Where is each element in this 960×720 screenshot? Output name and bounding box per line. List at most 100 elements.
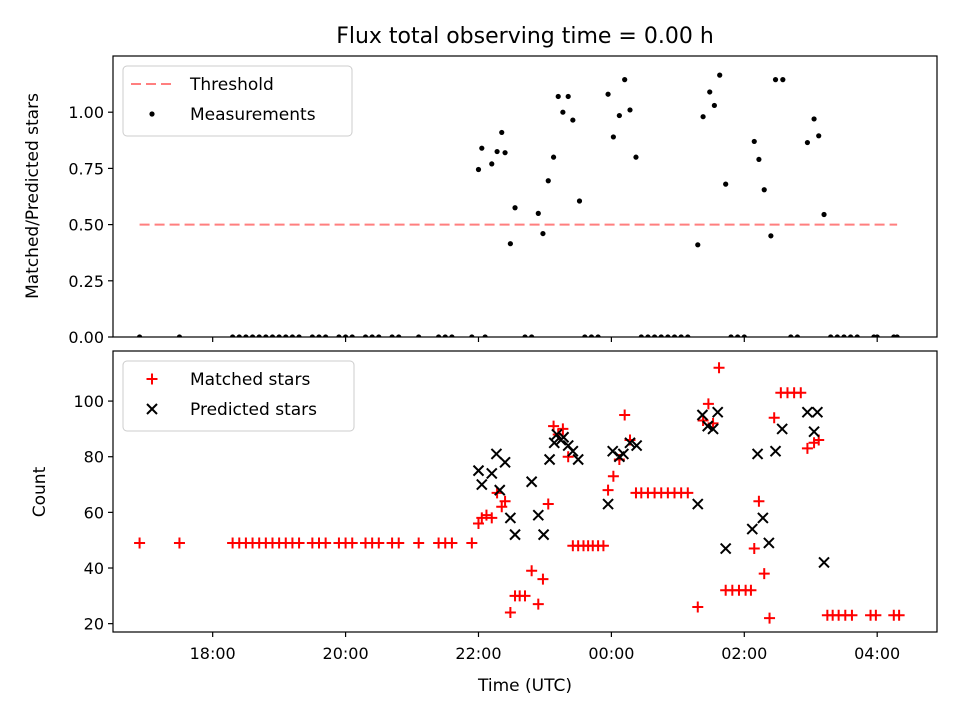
matched-star-point <box>293 537 305 549</box>
measurement-point <box>249 334 256 337</box>
predicted-star-point <box>567 445 579 457</box>
predicted-star-point <box>808 425 820 438</box>
measurement-point <box>436 334 442 337</box>
measurement-point <box>316 334 322 337</box>
x-tick-label: 20:00 <box>323 644 369 663</box>
measurement-point <box>540 230 546 237</box>
measurement-point <box>828 334 834 337</box>
legend-measurement-swatch <box>149 111 155 117</box>
measurement-point <box>756 156 762 163</box>
predicted-star-point <box>551 428 563 441</box>
measurement-point <box>894 334 900 337</box>
matched-star-point <box>692 601 704 613</box>
top-axes-frame <box>112 55 938 338</box>
measurement-point <box>376 334 382 337</box>
measurement-point <box>651 334 658 337</box>
legend-predicted-swatch <box>146 403 158 415</box>
measurement-point <box>449 334 455 337</box>
measurement-point <box>362 334 369 337</box>
matched-star-point <box>557 423 569 435</box>
matched-star-point <box>801 442 813 454</box>
bottom-series-0 <box>134 362 905 624</box>
measurement-point <box>841 334 847 337</box>
measurement-point <box>622 77 628 83</box>
predicted-star-point <box>548 437 560 449</box>
measurement-point <box>780 77 786 83</box>
predicted-star-point <box>525 476 538 488</box>
matched-star-point <box>504 607 516 619</box>
measurement-point <box>874 334 880 337</box>
top-y-tick-label: 0.75 <box>68 159 104 178</box>
top-chart-title: Flux total observing time = 0.00 h <box>336 24 714 49</box>
predicted-star-point <box>818 556 830 569</box>
predicted-star-point <box>624 437 636 449</box>
measurement-point <box>665 334 671 337</box>
measurement-point <box>469 334 475 337</box>
predicted-star-point <box>763 537 775 549</box>
measurement-point <box>136 334 143 337</box>
matched-star-point <box>607 470 619 482</box>
matched-star-point <box>486 512 498 524</box>
bottom-axes-frame <box>112 350 938 633</box>
measurement-point <box>289 334 296 337</box>
predicted-star-point <box>719 542 732 555</box>
measurement-point <box>276 334 282 337</box>
measurement-point <box>821 211 827 218</box>
matched-star-point <box>320 537 332 549</box>
matched-star-point <box>532 598 544 610</box>
measurement-point <box>389 334 395 337</box>
measurement-point <box>788 334 794 337</box>
measurement-point <box>695 242 701 248</box>
matched-star-point <box>446 537 458 549</box>
predicted-star-point <box>696 409 709 421</box>
measurement-point <box>269 334 276 337</box>
measurement-point <box>728 334 734 337</box>
measurement-point <box>336 334 342 337</box>
matched-star-point <box>373 537 385 549</box>
measurement-point <box>658 334 664 337</box>
matched-star-point <box>846 609 858 621</box>
measurement-point <box>230 334 236 337</box>
measurement-point <box>499 129 505 136</box>
measurement-point <box>565 93 571 100</box>
measurement-point <box>479 145 485 151</box>
measurement-point <box>768 233 774 239</box>
measurement-point <box>761 187 767 193</box>
measurement-point <box>309 334 315 337</box>
matched-star-point <box>764 612 776 624</box>
predicted-star-point <box>499 456 511 468</box>
matched-star-point <box>758 568 770 580</box>
top-legend-box <box>122 65 353 137</box>
measurement-point <box>576 198 583 204</box>
measurement-point <box>550 154 557 160</box>
x-tick-label: 04:00 <box>854 644 900 663</box>
measurement-point <box>283 334 289 337</box>
matched-star-point <box>619 409 631 421</box>
measurement-point <box>482 334 488 337</box>
matched-star-point <box>745 584 757 596</box>
predicted-star-point <box>769 445 782 457</box>
measurement-point <box>507 241 513 247</box>
bottom-y-tick-label: 40 <box>84 559 104 578</box>
measurement-point <box>570 117 576 123</box>
measurement-point <box>848 334 854 337</box>
measurement-point <box>685 334 691 337</box>
measurement-point <box>263 334 269 337</box>
predicted-star-point <box>712 406 724 418</box>
measurement-point <box>522 334 528 337</box>
bottom-legend-label: Predicted stars <box>190 400 317 420</box>
measurement-point <box>707 89 713 95</box>
matched-star-point <box>542 498 554 510</box>
measurement-point <box>700 114 706 120</box>
matched-star-point <box>702 398 714 410</box>
matched-star-point <box>466 537 478 549</box>
measurement-point <box>616 112 622 119</box>
matched-star-point <box>537 573 549 585</box>
measurement-point <box>638 334 644 337</box>
measurement-point <box>555 93 561 100</box>
measurement-point <box>560 109 566 115</box>
predicted-star-point <box>757 512 769 524</box>
x-tick-label: 18:00 <box>190 644 236 663</box>
measurement-point <box>494 148 500 155</box>
measurement-point <box>723 181 729 187</box>
